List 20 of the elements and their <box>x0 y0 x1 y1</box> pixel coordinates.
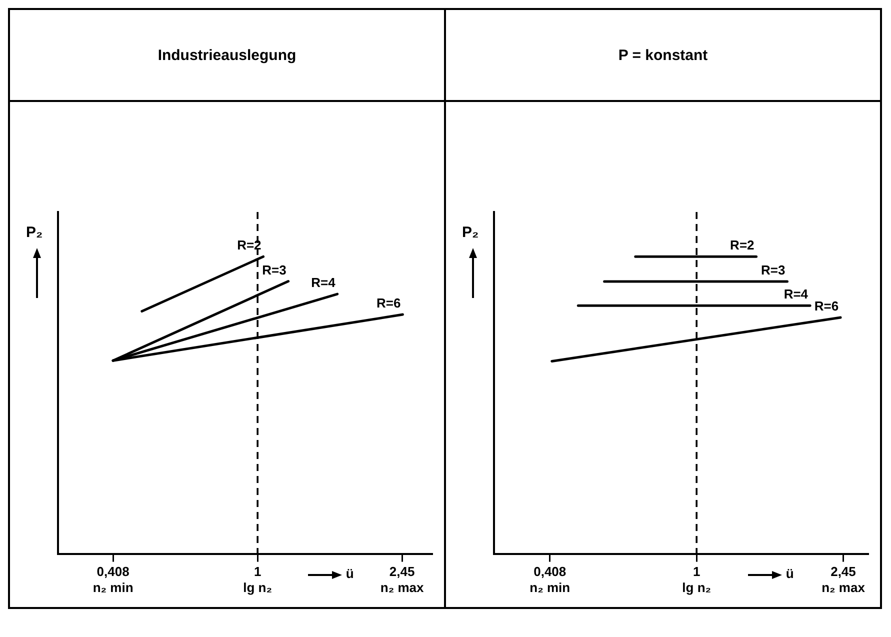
chart-title: P = konstant <box>446 10 880 102</box>
x-axis-title: ü <box>346 566 354 581</box>
x-axis-title: ü <box>786 566 794 581</box>
series-label: R=6 <box>814 298 839 314</box>
series-label: R=4 <box>311 275 336 290</box>
x-tick-label: 1 lg n₂ <box>682 564 712 595</box>
series-label: R=2 <box>237 238 262 253</box>
x-tick-label: 1 lg n₂ <box>243 564 272 595</box>
x-tick-label: 2,45 n₂ max <box>822 564 866 595</box>
x-tick-label: 0,408 n₂ min <box>530 564 570 595</box>
y-axis-title: P₂ <box>26 224 43 241</box>
series-label: R=3 <box>761 262 786 278</box>
series-label: R=2 <box>730 238 754 253</box>
x-tick-label: 2,45 n₂ max <box>380 564 424 595</box>
y-axis-title: P₂ <box>462 224 479 241</box>
series-label: R=3 <box>262 262 286 278</box>
series-label: R=6 <box>376 296 401 311</box>
x-tick-label: 0,408 n₂ min <box>92 564 134 595</box>
series-label: R=4 <box>784 286 809 302</box>
chart-title: Industrieauslegung <box>10 10 444 102</box>
